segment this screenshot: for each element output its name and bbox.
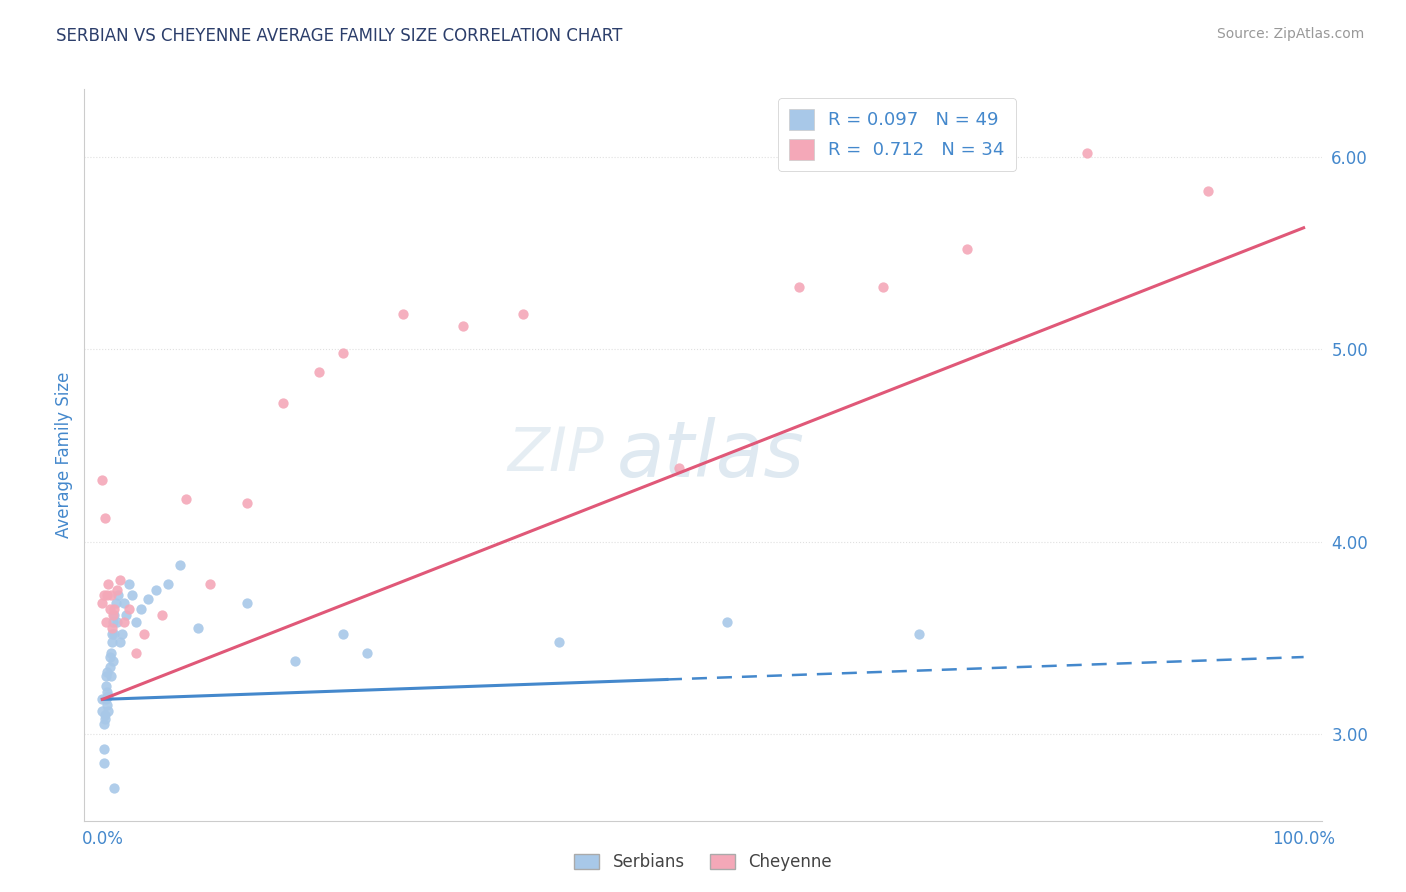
- Point: [94, 615, 117, 630]
- Point: [98, 602, 121, 616]
- Point: [157, 577, 180, 591]
- Point: [169, 558, 191, 572]
- Point: [235, 596, 257, 610]
- Point: [91, 473, 114, 487]
- Point: [91, 596, 114, 610]
- Point: [104, 596, 127, 610]
- Point: [451, 318, 474, 333]
- Point: [391, 307, 413, 321]
- Point: [91, 692, 114, 706]
- Point: [101, 634, 124, 648]
- Point: [271, 396, 294, 410]
- Point: [1197, 184, 1219, 198]
- Point: [98, 650, 121, 665]
- Point: [956, 242, 979, 256]
- Text: SERBIAN VS CHEYENNE AVERAGE FAMILY SIZE CORRELATION CHART: SERBIAN VS CHEYENNE AVERAGE FAMILY SIZE …: [56, 27, 623, 45]
- Point: [332, 346, 354, 360]
- Point: [176, 492, 198, 507]
- Point: [134, 627, 156, 641]
- Point: [97, 577, 120, 591]
- Point: [136, 592, 159, 607]
- Point: [908, 627, 931, 641]
- Point: [100, 646, 122, 660]
- Point: [121, 589, 143, 603]
- Point: [94, 669, 117, 683]
- Text: ZIP: ZIP: [508, 425, 605, 484]
- Point: [125, 646, 148, 660]
- Point: [787, 280, 810, 294]
- Point: [97, 704, 120, 718]
- Point: [105, 615, 128, 630]
- Y-axis label: Average Family Size: Average Family Size: [55, 372, 73, 538]
- Point: [94, 692, 117, 706]
- Point: [94, 712, 117, 726]
- Point: [93, 717, 115, 731]
- Point: [98, 659, 121, 673]
- Point: [103, 654, 125, 668]
- Point: [235, 496, 257, 510]
- Point: [115, 607, 138, 622]
- Point: [94, 511, 117, 525]
- Point: [872, 280, 894, 294]
- Point: [96, 665, 118, 680]
- Point: [118, 602, 141, 616]
- Point: [96, 698, 118, 713]
- Point: [94, 707, 117, 722]
- Point: [112, 615, 135, 630]
- Point: [103, 627, 125, 641]
- Text: Source: ZipAtlas.com: Source: ZipAtlas.com: [1216, 27, 1364, 41]
- Point: [93, 589, 115, 603]
- Point: [668, 461, 690, 475]
- Point: [103, 607, 125, 622]
- Point: [96, 684, 118, 698]
- Point: [107, 589, 129, 603]
- Point: [91, 704, 114, 718]
- Point: [103, 615, 125, 630]
- Point: [332, 627, 354, 641]
- Point: [145, 582, 167, 597]
- Point: [94, 679, 117, 693]
- Point: [187, 621, 209, 635]
- Point: [356, 646, 378, 660]
- Point: [103, 780, 125, 795]
- Point: [129, 602, 152, 616]
- Point: [100, 669, 122, 683]
- Point: [112, 596, 135, 610]
- Point: [110, 627, 132, 641]
- Point: [103, 607, 125, 622]
- Point: [512, 307, 534, 321]
- Point: [152, 607, 174, 622]
- Point: [93, 742, 115, 756]
- Point: [125, 615, 148, 630]
- Point: [103, 602, 125, 616]
- Point: [93, 756, 115, 770]
- Point: [716, 615, 738, 630]
- Point: [110, 634, 132, 648]
- Point: [110, 573, 132, 587]
- Point: [97, 689, 120, 703]
- Point: [118, 577, 141, 591]
- Point: [284, 654, 307, 668]
- Point: [105, 582, 128, 597]
- Point: [547, 634, 569, 648]
- Legend: Serbians, Cheyenne: Serbians, Cheyenne: [568, 847, 838, 878]
- Text: atlas: atlas: [616, 417, 804, 493]
- Point: [1076, 145, 1098, 160]
- Point: [308, 365, 330, 379]
- Point: [100, 589, 122, 603]
- Point: [200, 577, 222, 591]
- Point: [101, 621, 124, 635]
- Point: [96, 589, 118, 603]
- Point: [101, 627, 124, 641]
